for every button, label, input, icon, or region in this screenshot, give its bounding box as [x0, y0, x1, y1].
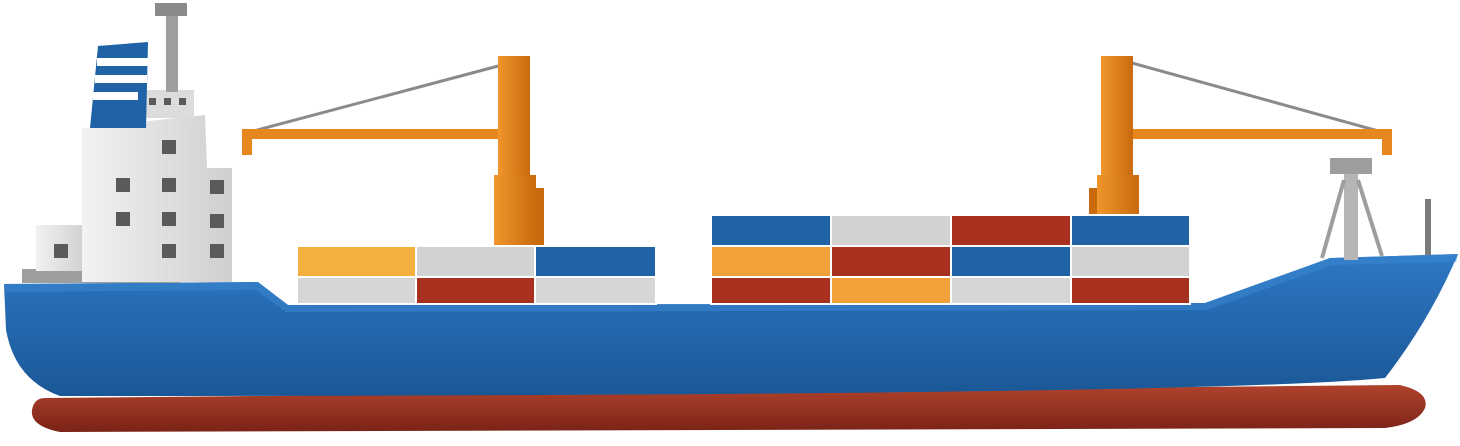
container — [830, 245, 952, 278]
container — [830, 276, 952, 305]
container — [296, 245, 417, 278]
mast — [155, 3, 187, 92]
container — [534, 245, 657, 278]
container — [950, 276, 1072, 305]
container — [1070, 245, 1191, 278]
container — [950, 245, 1072, 278]
container — [710, 214, 832, 247]
funnel — [90, 42, 149, 128]
container — [296, 276, 417, 305]
keel — [31, 385, 1426, 432]
container-stack-rear — [296, 245, 657, 305]
container — [710, 245, 832, 278]
container — [1070, 276, 1191, 305]
container — [415, 276, 536, 305]
container — [534, 276, 657, 305]
container — [415, 245, 536, 278]
bow-flagpole — [1425, 199, 1431, 255]
crane-front — [1089, 56, 1392, 217]
bow-tripod-mast — [1320, 158, 1384, 260]
container-stack-front — [710, 214, 1191, 305]
container — [830, 214, 952, 247]
bridge-superstructure — [22, 90, 232, 283]
hull — [4, 254, 1458, 396]
container — [710, 276, 832, 305]
crane-rear — [242, 56, 544, 247]
container — [1070, 214, 1191, 247]
bridge-windows — [54, 98, 224, 258]
container — [950, 214, 1072, 247]
